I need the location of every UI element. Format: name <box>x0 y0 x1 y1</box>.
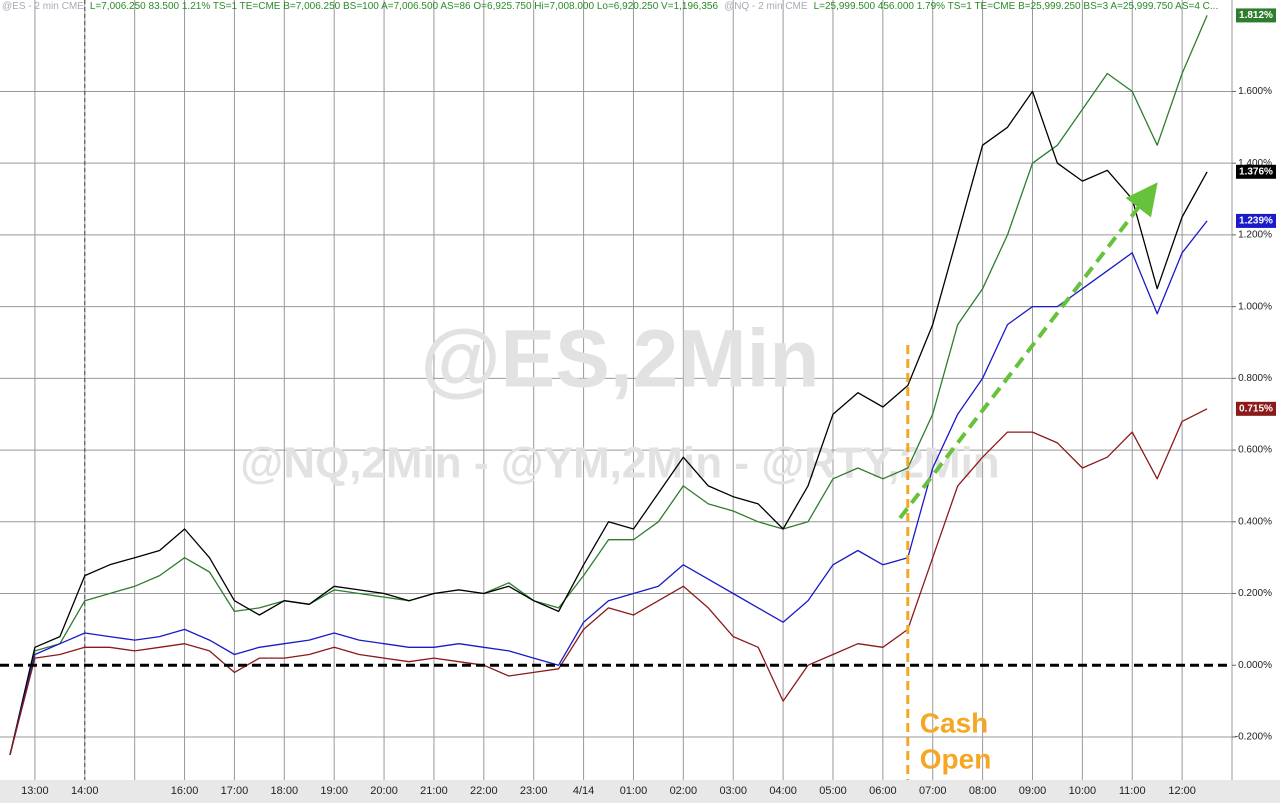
x-tick-label: 4/14 <box>573 785 594 797</box>
x-tick-label: 21:00 <box>420 785 448 797</box>
x-tick-label: 22:00 <box>470 785 498 797</box>
last-value-tag <box>1236 213 1276 228</box>
x-tick-label: 10:00 <box>1069 785 1097 797</box>
x-tick-label: 08:00 <box>969 785 997 797</box>
y-tick-label: 1.600% <box>1238 86 1272 97</box>
watermark: @ES,2Min <box>421 314 820 405</box>
last-value-label: 0.715% <box>1239 403 1273 414</box>
header-item: @ES - 2 min CME <box>2 1 84 12</box>
series-line <box>9 408 1208 756</box>
y-tick-label: 1.400% <box>1238 158 1272 169</box>
last-value-tag <box>1236 8 1276 23</box>
watermark: @NQ,2Min - @YM,2Min - @RTY,2Min <box>240 439 999 488</box>
y-tick-label: 1.000% <box>1238 301 1272 312</box>
series-line <box>9 90 1208 756</box>
last-value-label: 1.239% <box>1239 216 1273 227</box>
x-tick-label: 16:00 <box>171 785 199 797</box>
last-value-label: 1.376% <box>1239 166 1273 177</box>
foreground-layer: 1.812% 1.376% 1.239% 0.715% Cash Open <box>0 8 1276 780</box>
x-tick-label: 03:00 <box>719 785 747 797</box>
y-tick-label: 0.800% <box>1238 373 1272 384</box>
x-tick-label: 12:00 <box>1168 785 1196 797</box>
annotation: Cash <box>920 707 988 738</box>
y-tick-label: 0.000% <box>1238 660 1272 671</box>
annotation: Open <box>920 743 992 774</box>
last-value-tag <box>1236 164 1276 179</box>
header-item: L=7,006.250 83.500 1.21% TS=1 TE=CME B=7… <box>89 1 719 12</box>
series-layer <box>9 15 1208 756</box>
y-tick-label: 1.200% <box>1238 230 1272 241</box>
last-value-label: 1.812% <box>1239 10 1273 21</box>
x-tick-label: 01:00 <box>620 785 648 797</box>
series-line <box>9 15 1208 756</box>
y-tick-label: 0.200% <box>1238 588 1272 599</box>
y-tick-label: 0.600% <box>1238 445 1272 456</box>
x-tick-label: 20:00 <box>370 785 398 797</box>
header-item: L=25,999.500 456.000 1.79% TS=1 TE=CME B… <box>813 1 1219 12</box>
x-tick-label: 17:00 <box>221 785 249 797</box>
x-tick-label: 06:00 <box>869 785 897 797</box>
y-tick-label: 0.400% <box>1238 516 1272 527</box>
x-tick-label: 19:00 <box>320 785 348 797</box>
x-tick-label: 23:00 <box>520 785 548 797</box>
last-value-tag <box>1236 401 1276 416</box>
x-tick-label: 09:00 <box>1019 785 1047 797</box>
x-tick-label: 02:00 <box>670 785 698 797</box>
series-line <box>9 220 1208 756</box>
header-item: @NQ - 2 min CME <box>724 1 808 12</box>
x-tick-label: 14:00 <box>71 785 99 797</box>
watermark-layer: @ES,2Min @NQ,2Min - @YM,2Min - @RTY,2Min <box>240 314 999 488</box>
x-tick-label: 13:00 <box>21 785 49 797</box>
x-axis-strip <box>0 780 1280 803</box>
header: @ES - 2 min CME L=7,006.250 83.500 1.21% … <box>2 0 1224 13</box>
trend-arrow <box>898 182 1158 520</box>
x-tick-label: 07:00 <box>919 785 947 797</box>
x-tick-label: 18:00 <box>271 785 299 797</box>
x-tick-label: 04:00 <box>769 785 797 797</box>
y-tick-label: -0.200% <box>1235 732 1272 743</box>
x-tick-label: 11:00 <box>1119 785 1146 797</box>
x-tick-label: 05:00 <box>819 785 847 797</box>
